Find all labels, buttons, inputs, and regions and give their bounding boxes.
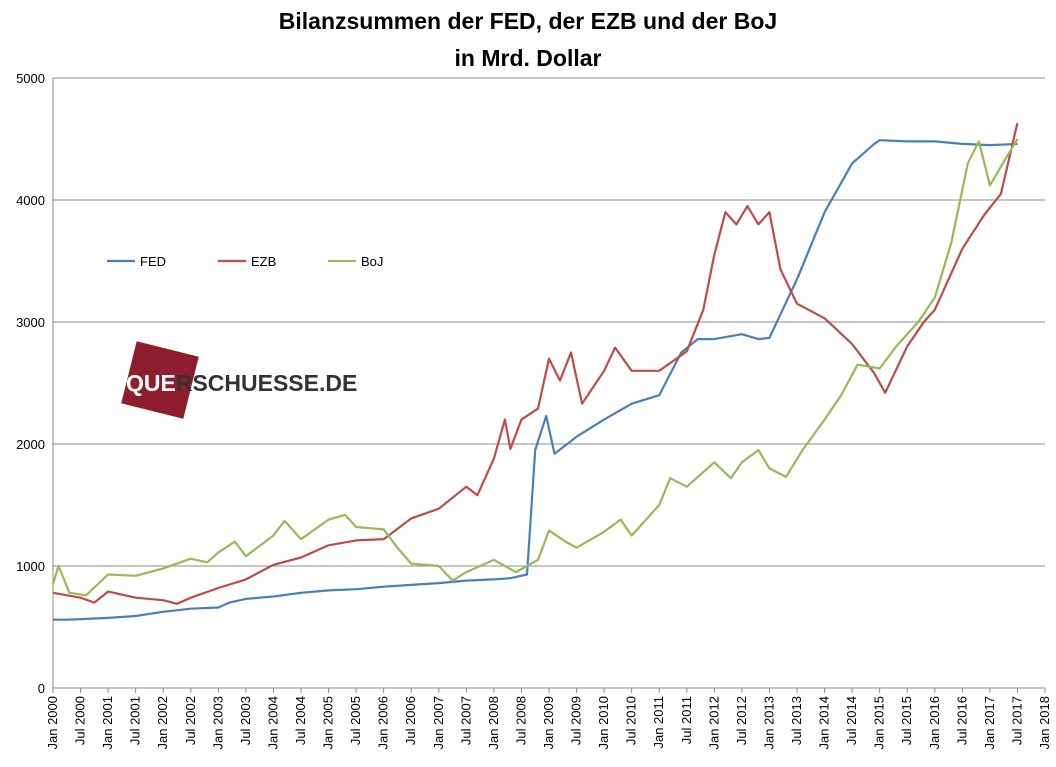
x-tick-label: Jan 2007 [431,696,446,750]
x-tick-label: Jan 2008 [486,696,501,750]
y-tick-label: 0 [38,681,45,696]
y-tick-label: 3000 [16,315,45,330]
series-line-ezb [52,122,1019,605]
x-tick-label: Jul 2006 [403,696,418,745]
x-tick-label: Jul 2000 [73,696,88,745]
legend: FED EZB BoJ [107,254,383,269]
x-tick-label: Jul 2009 [569,696,584,745]
watermark-logo: QUERSCHUESSE.DE [121,341,357,419]
chart-subtitle: in Mrd. Dollar [454,45,602,71]
x-tick-label: Jul 2007 [458,696,473,745]
x-tick-label: Jul 2012 [734,696,749,745]
x-tick-label: Jul 2002 [183,696,198,745]
x-tick-label: Jul 2017 [1009,696,1024,745]
series-line-boj [51,138,1019,597]
x-tick-label: Jan 2001 [100,696,115,750]
logo-text: QUERSCHUESSE.DE [126,370,357,396]
chart-title: Bilanzsummen der FED, der EZB und der Bo… [278,8,778,34]
logo-text-part-a: QUE [126,370,176,396]
logo-square [121,341,199,419]
x-tick-label: Jan 2015 [872,696,887,750]
series-layer [51,122,1019,621]
logo-text-part-b: RSCHUESSE.DE [176,370,357,396]
x-tick-label: Jul 2011 [679,696,694,744]
grid [53,77,1045,567]
x-tick-label: Jan 2010 [596,696,611,750]
x-tick-label: Jul 2016 [954,696,969,745]
x-tick-label: Jul 2003 [238,696,253,745]
y-tick-label: 5000 [16,71,45,86]
y-tick-label: 4000 [16,193,45,208]
y-tick-label: 1000 [16,559,45,574]
series-line-fed [53,139,1018,621]
x-tick-label: Jan 2009 [541,696,556,750]
x-tick-label: Jul 2005 [348,696,363,745]
y-tick-label: 2000 [16,437,45,452]
x-tick-label: Jan 2006 [376,696,391,750]
x-tick-label: Jul 2010 [624,696,639,745]
x-tick-label: Jan 2016 [927,696,942,750]
x-tick-label: Jul 2004 [293,696,308,745]
x-tick-label: Jan 2003 [210,696,225,750]
x-tick-label: Jan 2017 [982,696,997,750]
x-tick-label: Jul 2001 [128,696,143,745]
x-tick-label: Jan 2013 [761,696,776,750]
x-tick-label: Jan 2005 [321,696,336,750]
x-tick-label: Jan 2012 [706,696,721,750]
x-tick-label: Jul 2014 [844,696,859,745]
x-tick-label: Jul 2008 [513,696,528,745]
x-tick-label: Jan 2000 [45,696,60,750]
x-tick-label: Jan 2014 [817,696,832,750]
legend-label-ezb: EZB [251,254,276,269]
x-tick-label: Jul 2015 [899,696,914,745]
x-tick-label: Jul 2013 [789,696,804,745]
x-tick-label: Jan 2011 [651,696,666,749]
legend-label-boj: BoJ [361,254,383,269]
x-tick-label: Jan 2004 [265,696,280,750]
x-tick-label: Jan 2018 [1037,696,1052,750]
axes: 0 1000 2000 3000 4000 5000 Jan 2000 Jul 2000 Jan… [16,71,1052,750]
legend-label-fed: FED [140,254,166,269]
x-tick-label: Jan 2002 [155,696,170,750]
